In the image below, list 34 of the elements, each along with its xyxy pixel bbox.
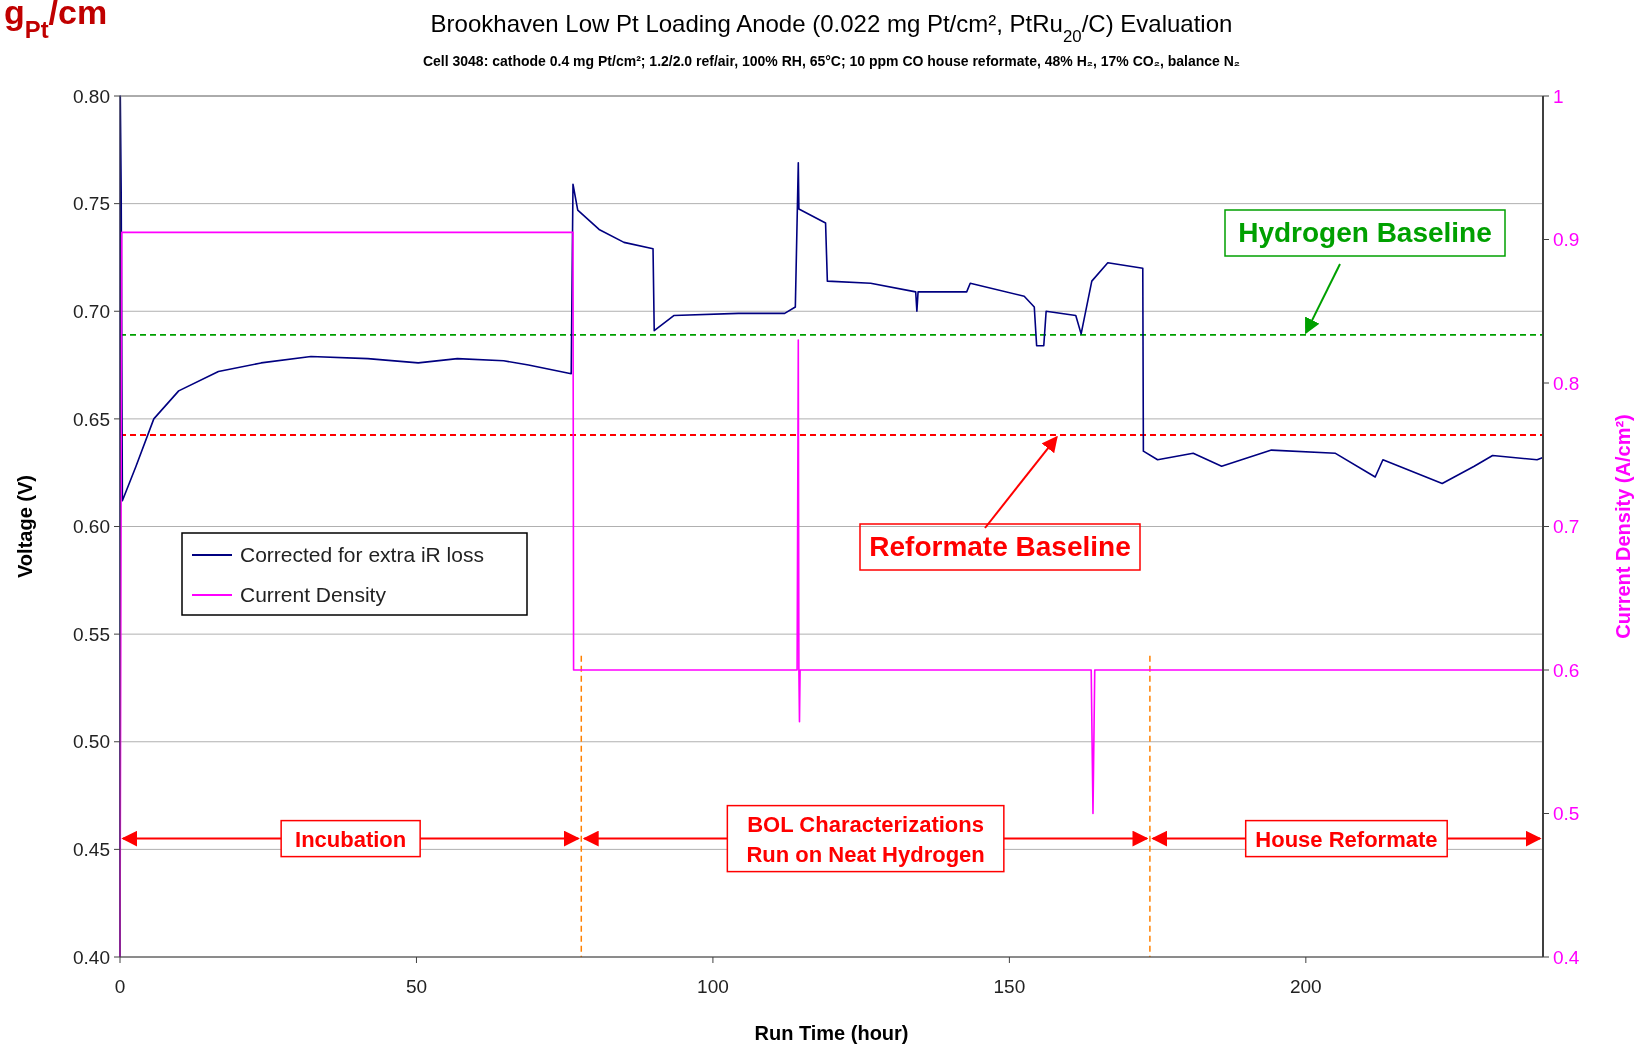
x-tick-label: 50 [405, 976, 428, 997]
x-tick-label: 150 [993, 976, 1026, 997]
y-tick-label: 0.70 [73, 300, 110, 322]
y2-tick-label: 0.6 [1553, 659, 1580, 681]
x-tick-label: 100 [697, 976, 729, 997]
y2-tick-label: 0.5 [1553, 803, 1580, 825]
text: g$_{Pt}$/cm [4, 0, 108, 43]
y-tick-label: 0.55 [73, 623, 110, 645]
annotation: BOL Characterizations Run on Neat Hydrogen [746, 811, 985, 867]
y2-axis-title: Current Density (A/cm²) [1612, 414, 1634, 639]
y-axis-title: Voltage (V) [14, 475, 36, 578]
chart-subtitle: Cell 3048: cathode 0.4 mg Pt/cm²; 1.2/2.0 ref/air, 100% RH, 65°C; 10 ppm CO house reformate, 48% H₂, 17% CO₂, balance N₂ [422, 53, 1241, 69]
y-tick-label: 0.80 [73, 85, 110, 107]
y2-tick-label: 0.7 [1553, 516, 1580, 538]
y-tick-label: 0.40 [73, 946, 110, 968]
y-tick-label: 0.50 [73, 731, 110, 753]
chart-title: Brookhaven Low Pt Loading Anode (0.022 mg Pt/cm², PtRu$_{20}$/C) Evaluation [430, 10, 1233, 46]
y-tick-label: 0.60 [73, 516, 110, 538]
y2-tick-label: 0.4 [1553, 946, 1580, 968]
annotation: House Reformate [1255, 826, 1438, 852]
y2-tick-label: 0.8 [1553, 372, 1580, 394]
ref-line-label: Reformate Baseline [869, 531, 1131, 562]
y2-tick-label: 0.9 [1553, 229, 1580, 251]
legend-label: Corrected for extra iR loss [240, 543, 484, 567]
y-tick-label: 0.65 [73, 408, 110, 430]
x-tick-label: 0 [114, 976, 126, 997]
y2-tick-label: 1 [1553, 85, 1564, 107]
legend-label: Current Density [240, 583, 387, 607]
y-tick-label: 0.75 [73, 193, 110, 215]
annotation: Incubation [295, 826, 407, 852]
ref-line-label: Hydrogen Baseline [1238, 217, 1492, 248]
x-axis-title: Run Time (hour) [754, 1022, 909, 1044]
x-tick-label: 200 [1289, 976, 1322, 997]
y-tick-label: 0.45 [73, 839, 110, 861]
